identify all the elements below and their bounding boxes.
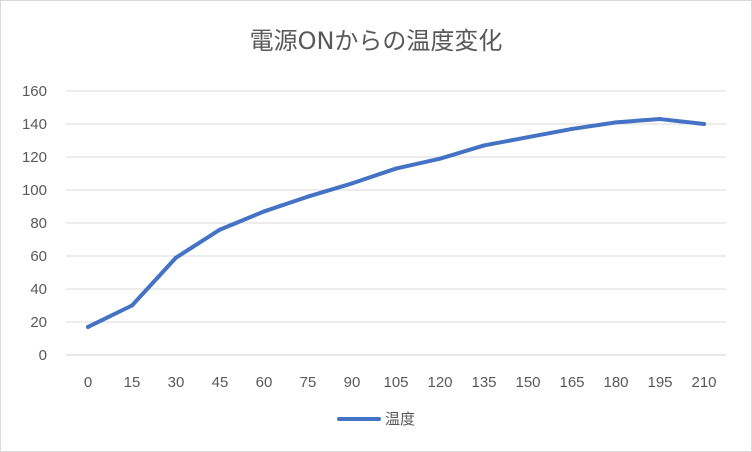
data-point (526, 135, 530, 140)
data-point (306, 194, 310, 199)
x-tick-label: 135 (471, 374, 496, 391)
x-tick-label: 195 (647, 374, 672, 391)
y-tick-label: 140 (22, 116, 47, 133)
data-point (394, 166, 398, 171)
x-tick-label: 0 (84, 374, 92, 391)
y-tick-label: 0 (39, 347, 47, 364)
y-tick-label: 160 (22, 83, 47, 100)
x-tick-label: 180 (603, 374, 628, 391)
y-tick-label: 80 (30, 215, 47, 232)
data-point (614, 120, 618, 125)
x-tick-label: 45 (212, 374, 229, 391)
x-tick-label: 90 (344, 374, 361, 391)
chart-title: 電源ONからの温度変化 (249, 27, 503, 55)
data-point (482, 143, 486, 148)
data-point (262, 209, 266, 214)
y-tick-label: 40 (30, 281, 47, 298)
data-point (702, 122, 706, 126)
data-point (130, 303, 134, 308)
x-tick-label: 105 (383, 374, 408, 391)
legend-swatch (337, 416, 381, 421)
data-point (86, 324, 90, 329)
x-tick-label: 210 (691, 374, 716, 391)
legend-label: 温度 (385, 410, 416, 428)
x-tick-label: 120 (427, 374, 452, 391)
x-tick-label: 60 (256, 374, 273, 391)
x-tick-label: 30 (168, 374, 185, 391)
x-tick-label: 75 (300, 374, 317, 391)
x-tick-label: 150 (515, 374, 540, 391)
y-tick-label: 100 (22, 182, 47, 199)
data-point (218, 227, 222, 232)
data-point (658, 117, 662, 122)
data-point (438, 156, 442, 161)
y-tick-label: 120 (22, 149, 47, 166)
y-tick-label: 60 (30, 248, 47, 265)
legend: 温度 (337, 408, 415, 429)
y-tick-label: 20 (30, 314, 47, 331)
data-point (350, 181, 354, 186)
x-tick-label: 15 (124, 374, 141, 391)
data-point (570, 126, 574, 131)
data-point (174, 255, 178, 260)
x-tick-label: 165 (559, 374, 584, 391)
